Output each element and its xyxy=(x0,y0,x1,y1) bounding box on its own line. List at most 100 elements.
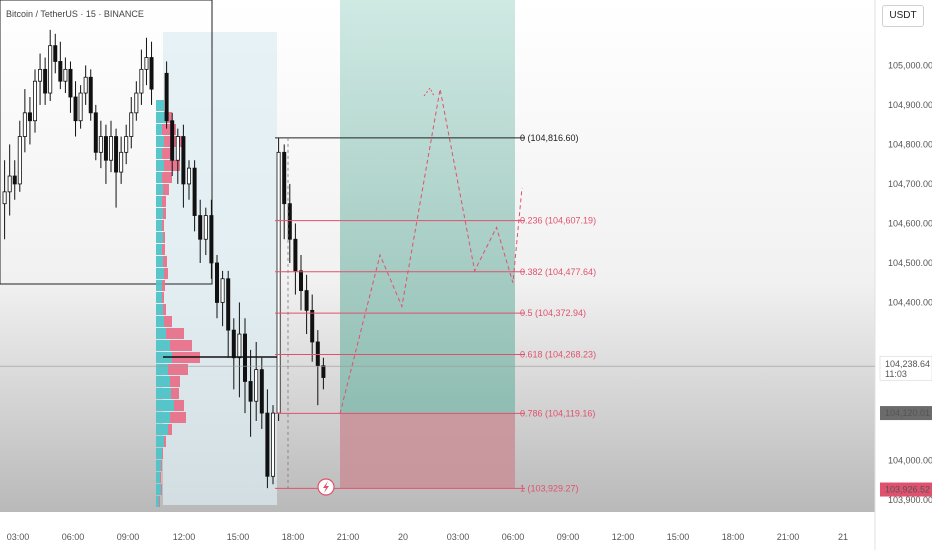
volume-range-box[interactable] xyxy=(163,32,277,505)
range-rectangle[interactable] xyxy=(0,0,213,285)
countdown-label: 11:03 xyxy=(885,369,907,379)
symbol-label: Bitcoin / TetherUS · 15 · BINANCE xyxy=(6,9,144,19)
volume-profile-bar-pink xyxy=(170,376,180,387)
y-tick-label: 104,400.00 xyxy=(888,297,932,307)
candle xyxy=(129,112,134,137)
volume-profile-bar-pink xyxy=(162,172,172,183)
volume-profile-bar-blue xyxy=(156,472,160,483)
price-badge xyxy=(880,482,932,497)
candle xyxy=(259,369,264,414)
volume-profile-bar-blue xyxy=(156,220,162,231)
candle xyxy=(231,329,236,359)
volume-profile-bar-blue xyxy=(156,112,166,123)
candle xyxy=(88,76,93,114)
candle xyxy=(53,45,58,62)
candle xyxy=(315,341,320,367)
candle xyxy=(304,290,309,311)
volume-profile-bar-blue xyxy=(156,448,162,459)
volume-profile-bar-pink xyxy=(163,232,165,243)
volume-profile-bar-pink xyxy=(162,280,165,291)
candle xyxy=(38,68,43,82)
volume-profile-bar-pink xyxy=(174,400,184,411)
volume-profile-bar-blue xyxy=(156,436,164,447)
candle xyxy=(144,57,149,70)
x-tick-label: 12:00 xyxy=(173,532,196,542)
x-tick-label: 06:00 xyxy=(62,532,85,542)
volume-profile-bar-pink xyxy=(161,460,162,471)
currency-label[interactable]: USDT xyxy=(882,5,924,27)
y-tick-label: 104,500.00 xyxy=(888,258,932,268)
candle xyxy=(226,278,231,331)
volume-profile-bar-pink xyxy=(162,148,174,159)
x-tick-label: 18:00 xyxy=(722,532,745,542)
volume-profile-bar-pink xyxy=(168,364,188,375)
candle xyxy=(27,112,32,122)
x-tick-label: 21:00 xyxy=(777,532,800,542)
volume-profile-bar-pink xyxy=(162,124,176,135)
volume-profile-bar-pink xyxy=(168,424,172,435)
y-tick-label: 103,900.00 xyxy=(888,495,932,505)
volume-profile-bar-pink xyxy=(161,484,162,495)
candle xyxy=(58,61,63,82)
candle xyxy=(293,238,298,272)
volume-profile-bar-blue xyxy=(156,256,163,267)
target-zone[interactable] xyxy=(340,0,515,414)
candle xyxy=(22,112,27,137)
price-badge-label: 104,120.01 xyxy=(885,408,930,418)
volume-profile-bar-blue xyxy=(156,208,163,219)
candle xyxy=(119,151,124,173)
volume-profile-bar-blue xyxy=(156,328,166,339)
fib-level-label: 0.786 (104,119.16) xyxy=(520,408,595,418)
candle xyxy=(48,45,53,94)
volume-profile-bar-blue xyxy=(156,316,164,327)
volume-profile-bar-blue xyxy=(156,148,162,159)
x-tick-label: 09:00 xyxy=(117,532,140,542)
volume-profile-bar-pink xyxy=(163,184,169,195)
candle xyxy=(17,136,22,185)
candle xyxy=(139,68,144,94)
volume-profile-bar-blue xyxy=(156,244,162,255)
time-axis-background xyxy=(0,512,875,550)
candle xyxy=(282,151,287,205)
candle xyxy=(181,136,186,185)
volume-profile-bar-blue xyxy=(156,172,162,183)
candle xyxy=(7,175,12,193)
volume-profile-bar-pink xyxy=(162,244,165,255)
volume-profile-bar-blue xyxy=(156,268,164,279)
stop-loss-zone[interactable] xyxy=(340,413,515,489)
candle xyxy=(310,309,315,343)
candle xyxy=(298,270,303,292)
volume-profile-bar-pink xyxy=(163,256,167,267)
x-tick-label: 20 xyxy=(398,532,408,542)
candle xyxy=(109,136,114,161)
volume-profile-bar-pink xyxy=(164,268,168,279)
volume-profile-bar-pink xyxy=(166,112,172,123)
volume-profile-bar-blue xyxy=(156,184,163,195)
volume-profile-bar-pink xyxy=(170,412,186,423)
volume-profile-bar-pink xyxy=(164,436,166,447)
candle xyxy=(248,381,253,402)
y-tick-label: 104,900.00 xyxy=(888,100,932,110)
volume-profile-bar-blue xyxy=(156,496,159,507)
candle xyxy=(12,175,17,185)
y-tick-label: 104,700.00 xyxy=(888,179,932,189)
candle xyxy=(78,92,83,122)
fib-level-label: 0.618 (104,268.23) xyxy=(520,350,596,360)
volume-profile-bar-blue xyxy=(156,292,162,303)
candle xyxy=(203,215,208,240)
candle xyxy=(237,333,242,359)
candle xyxy=(175,136,180,161)
fib-level-label: 0.236 (104,607.19) xyxy=(520,216,596,226)
candle xyxy=(209,215,214,264)
candle xyxy=(134,92,139,114)
candle xyxy=(149,57,154,90)
volume-profile-bar-pink xyxy=(170,340,192,351)
volume-profile-bar-pink xyxy=(162,292,164,303)
volume-profile-bar-blue xyxy=(156,400,174,411)
volume-profile-bar-blue xyxy=(156,460,161,471)
price-axis-background xyxy=(875,0,932,550)
candle xyxy=(68,68,73,98)
volume-profile-bar-blue xyxy=(156,376,170,387)
x-tick-label: 21:00 xyxy=(337,532,360,542)
